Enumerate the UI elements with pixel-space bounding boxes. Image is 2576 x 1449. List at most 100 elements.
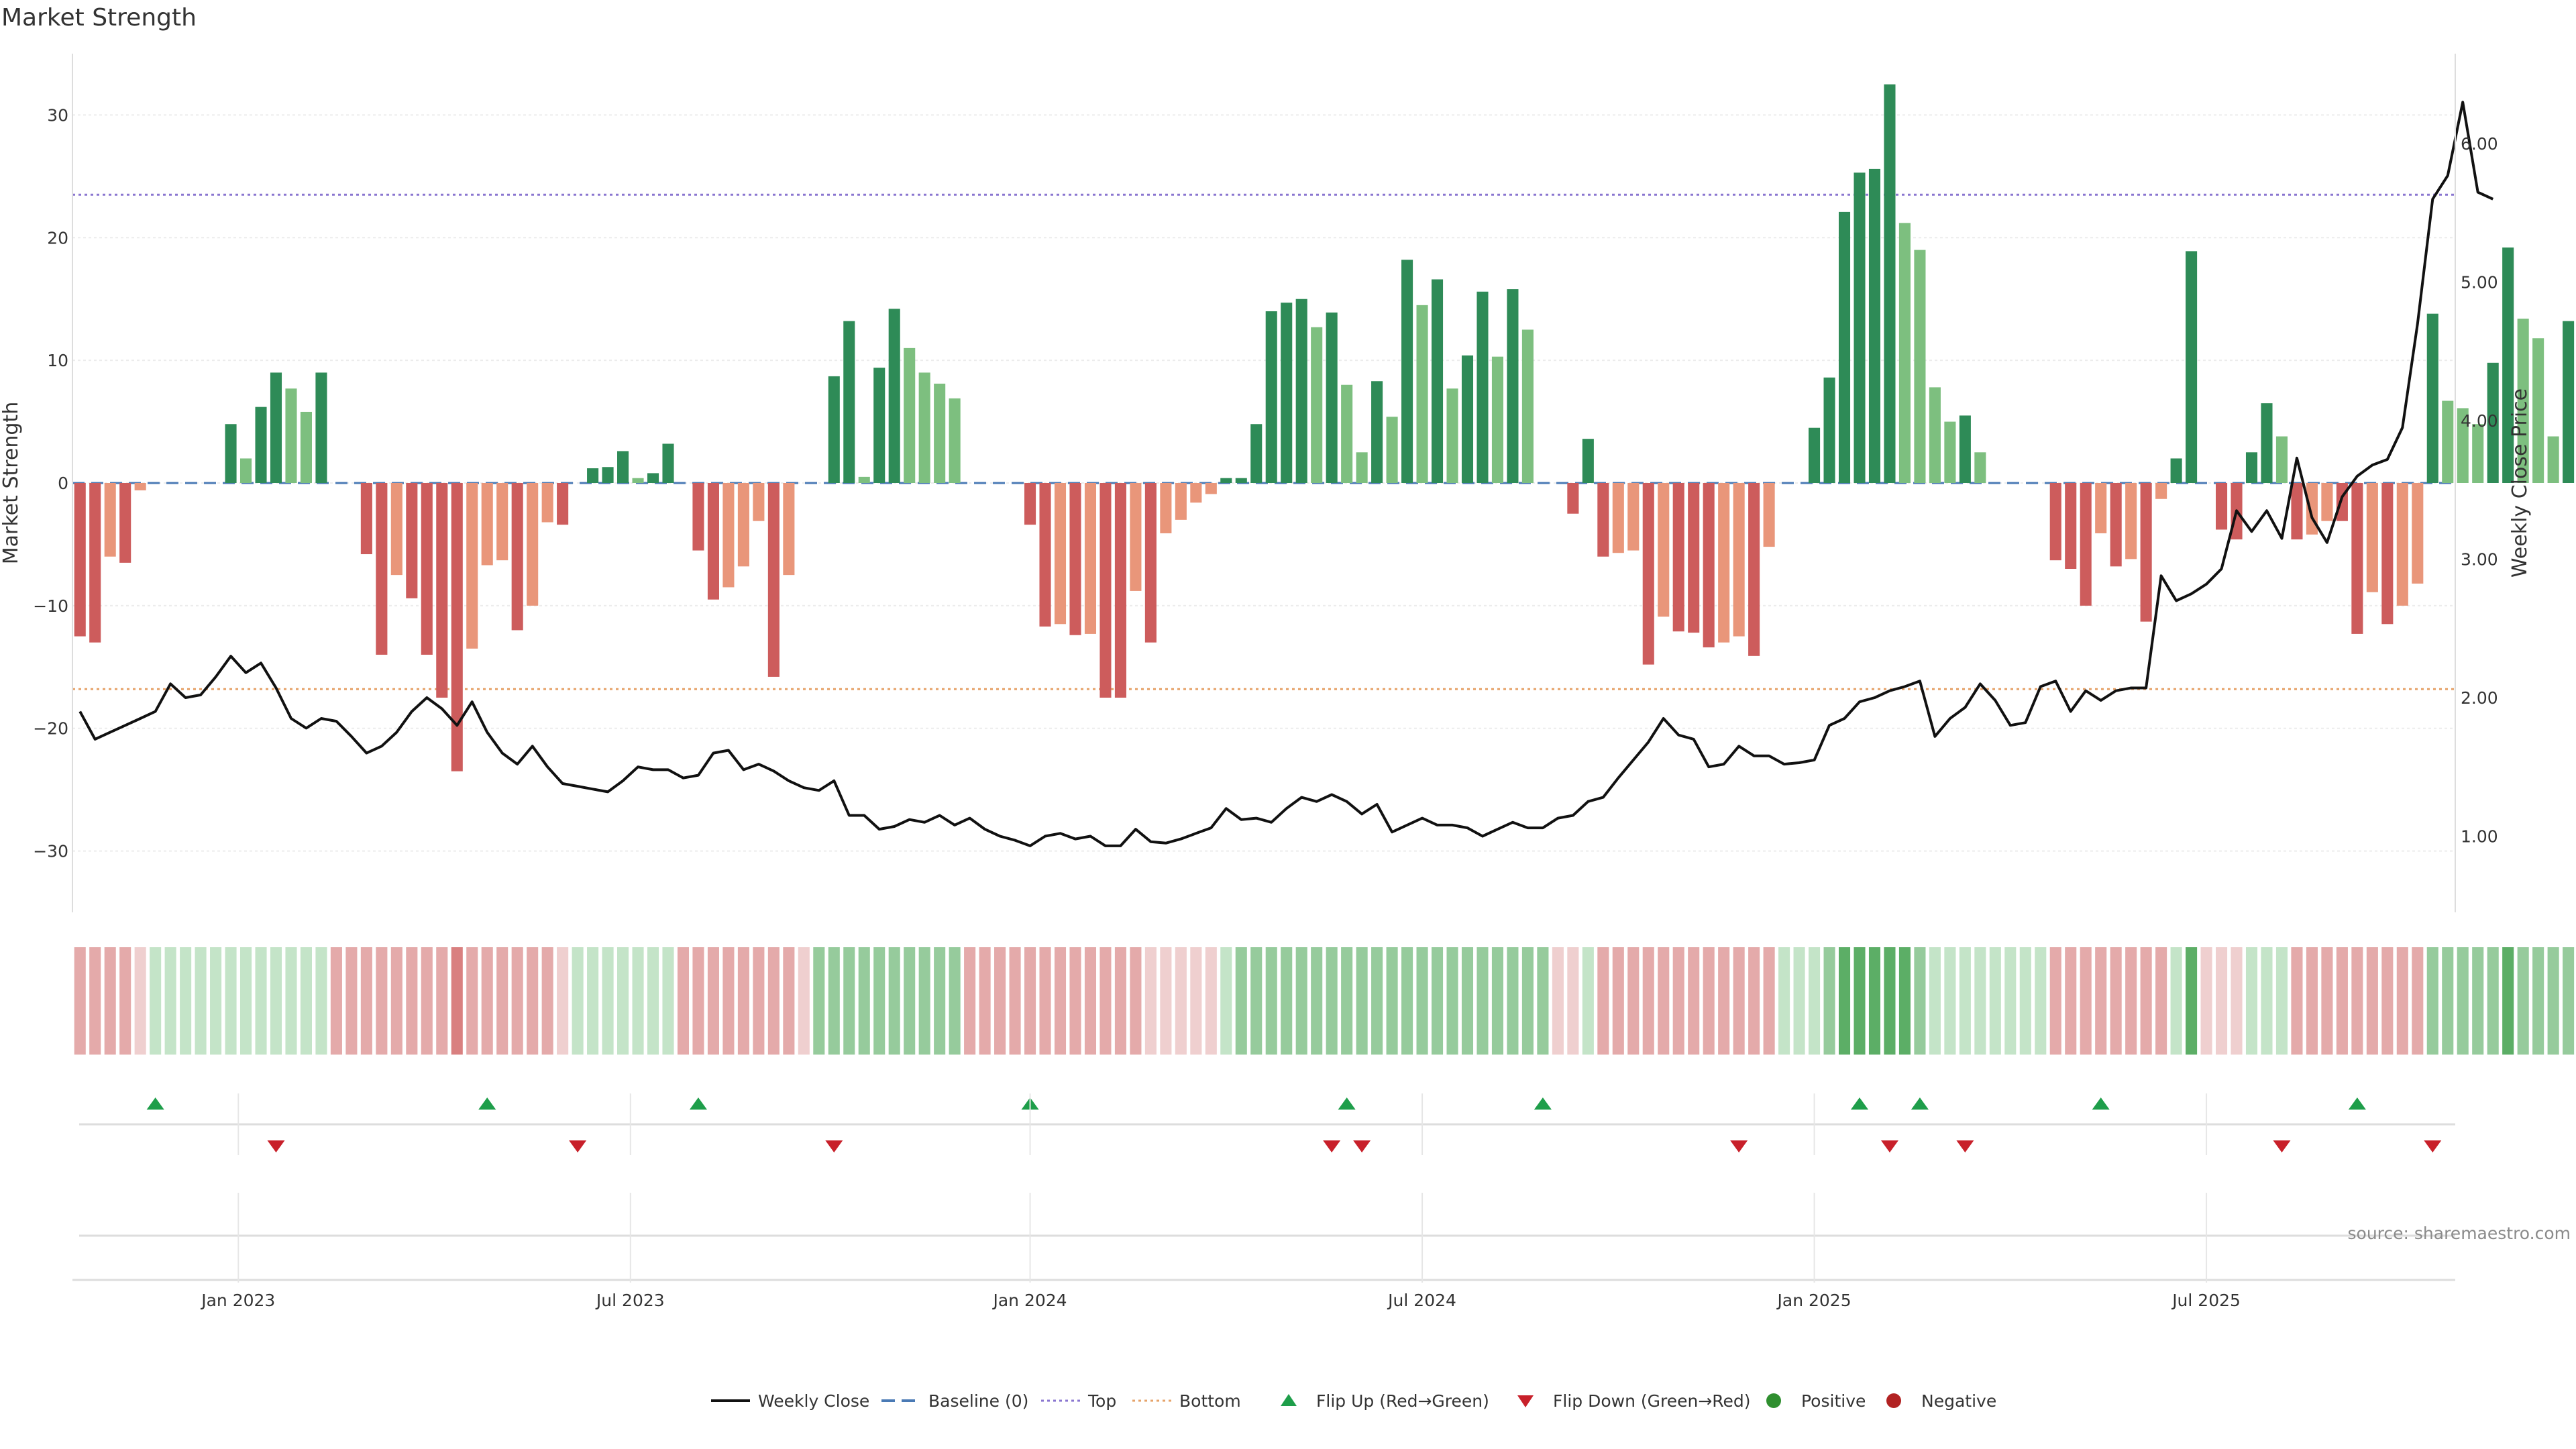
legend-swatch-flip-up xyxy=(1281,1394,1297,1406)
heat-cell xyxy=(1205,947,1217,1055)
y2-tick-label: 6.00 xyxy=(2461,134,2498,154)
heat-cell xyxy=(1597,947,1609,1055)
heat-cell xyxy=(1809,947,1821,1055)
heat-cell xyxy=(828,947,840,1055)
heat-cell xyxy=(2065,947,2077,1055)
flip-down-marker xyxy=(569,1140,587,1152)
flip-down-marker xyxy=(1956,1140,1974,1152)
heat-cell xyxy=(647,947,659,1055)
heat-cell xyxy=(2381,947,2394,1055)
strength-bar xyxy=(767,483,780,677)
heat-cell xyxy=(2321,947,2333,1055)
strength-bar xyxy=(285,388,297,483)
heat-cell xyxy=(1054,947,1067,1055)
strength-bar xyxy=(873,368,885,483)
strength-bar xyxy=(1039,483,1051,627)
heat-cell xyxy=(210,947,222,1055)
heat-cell xyxy=(2186,947,2198,1055)
x-tick-label: Jul 2024 xyxy=(1387,1291,1456,1310)
strength-bar xyxy=(2412,483,2424,584)
strength-bar xyxy=(1642,483,1654,665)
heat-cell xyxy=(285,947,297,1055)
heat-cell xyxy=(134,947,146,1055)
x-tick-label: Jan 2023 xyxy=(200,1291,275,1310)
y2-tick-label: 5.00 xyxy=(2461,273,2498,292)
heat-cell xyxy=(496,947,508,1055)
strength-bar xyxy=(2547,436,2559,483)
heat-cell xyxy=(1371,947,1383,1055)
heat-cell xyxy=(557,947,569,1055)
heat-cell xyxy=(2291,947,2303,1055)
heat-cell xyxy=(873,947,885,1055)
heat-cell xyxy=(1491,947,1503,1055)
strength-bar xyxy=(934,383,946,483)
heat-cell xyxy=(1507,947,1519,1055)
heat-cell xyxy=(89,947,101,1055)
heat-cell xyxy=(934,947,946,1055)
heat-cell xyxy=(2019,947,2031,1055)
heat-cell xyxy=(360,947,372,1055)
strength-bar xyxy=(904,347,916,483)
strength-bar xyxy=(1054,483,1067,625)
strength-bar xyxy=(239,458,252,483)
strength-bar xyxy=(104,483,116,557)
heat-cell xyxy=(2426,947,2438,1055)
heat-cell xyxy=(1688,947,1700,1055)
heat-cell xyxy=(1914,947,1926,1055)
strength-bar xyxy=(1763,483,1775,547)
strength-bar xyxy=(2186,251,2198,483)
heat-cell xyxy=(1898,947,1911,1055)
strength-bar xyxy=(315,372,327,483)
strength-bar xyxy=(1175,483,1187,520)
legend-label: Baseline (0) xyxy=(928,1391,1028,1411)
flip-up-marker xyxy=(1534,1097,1552,1110)
legend-label: Flip Up (Red→Green) xyxy=(1316,1391,1489,1411)
y-tick-label: 30 xyxy=(47,105,68,125)
heat-cell xyxy=(2261,947,2273,1055)
strength-bar xyxy=(2472,424,2484,483)
legend-item: Flip Up (Red→Green) xyxy=(1281,1391,1489,1411)
heat-cell xyxy=(979,947,991,1055)
heat-cell xyxy=(722,947,735,1055)
heat-cell xyxy=(1582,947,1594,1055)
flip-down-marker xyxy=(1353,1140,1371,1152)
heat-cell xyxy=(180,947,192,1055)
strength-bar xyxy=(1281,303,1293,483)
strength-bar xyxy=(1461,355,1474,483)
strength-bar xyxy=(1205,483,1217,494)
strength-bar xyxy=(722,483,735,588)
strength-bar xyxy=(1718,483,1730,643)
heat-cell xyxy=(2125,947,2137,1055)
strength-bar xyxy=(2351,483,2363,634)
x-axis: Jan 2023 Jul 2023 Jan 2024 Jul 2024 Jan 2025… xyxy=(200,1093,2241,1310)
legend-item: Bottom xyxy=(1132,1391,1241,1411)
heat-cell xyxy=(2245,947,2258,1055)
heat-cell xyxy=(239,947,252,1055)
heat-cell xyxy=(1884,947,1896,1055)
legend-swatch-flip-down xyxy=(1517,1395,1534,1407)
heat-cell xyxy=(2049,947,2061,1055)
strength-bar xyxy=(2080,483,2092,606)
heat-cell xyxy=(2366,947,2378,1055)
heat-cell xyxy=(2004,947,2017,1055)
heat-cell xyxy=(2216,947,2228,1055)
strength-bar xyxy=(2502,247,2514,483)
strength-bar xyxy=(783,483,795,576)
heat-cell xyxy=(1446,947,1458,1055)
strength-bar xyxy=(2532,338,2544,483)
heat-cell xyxy=(1235,947,1247,1055)
strength-bar xyxy=(843,321,855,483)
heat-cell xyxy=(1144,947,1157,1055)
heat-cell xyxy=(406,947,418,1055)
heat-cell xyxy=(2547,947,2559,1055)
strength-bar xyxy=(2396,483,2408,606)
heat-cell xyxy=(949,947,961,1055)
heat-cell xyxy=(1718,947,1730,1055)
heat-cell xyxy=(1250,947,1263,1055)
strength-bar xyxy=(1507,289,1519,483)
heat-cell xyxy=(1069,947,1081,1055)
strength-bar xyxy=(541,483,553,523)
strength-bar xyxy=(527,483,539,606)
strength-bar xyxy=(753,483,765,521)
strength-bar xyxy=(1386,417,1398,483)
